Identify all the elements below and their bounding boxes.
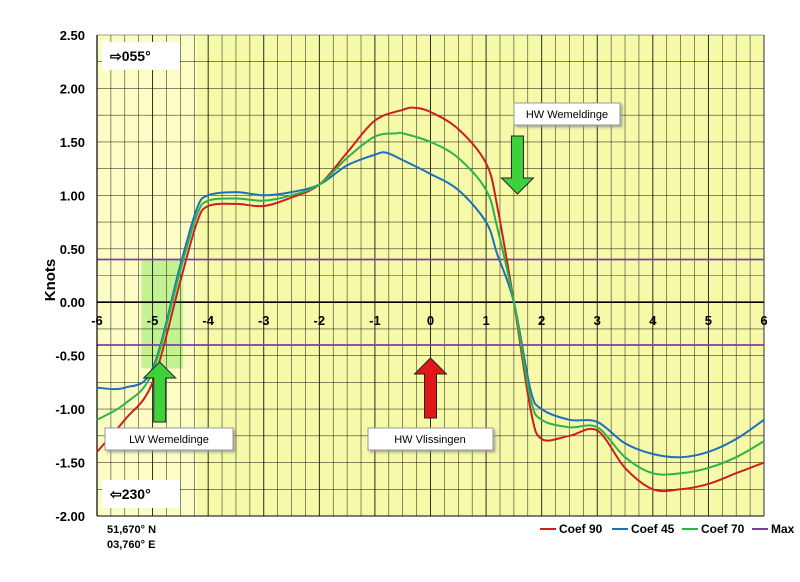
y-tick-label: -1.00 <box>55 402 85 417</box>
legend-label: Coef 70 <box>701 522 745 536</box>
legend-label: Coef 45 <box>631 522 675 536</box>
x-tick-label: -1 <box>369 313 381 328</box>
y-tick-label: 0.50 <box>60 242 85 257</box>
direction-box-up: ⇨055° <box>102 42 180 70</box>
axes <box>96 35 764 517</box>
x-tick-label: -4 <box>202 313 214 328</box>
y-tick-label: -0.50 <box>55 349 85 364</box>
x-tick-label: -3 <box>258 313 270 328</box>
direction-box-down: ⇦230° <box>102 480 180 508</box>
direction-up-text: ⇨055° <box>110 48 151 64</box>
series-line-coef-45 <box>96 151 765 459</box>
x-tick-label: 2 <box>538 313 545 328</box>
label-hw-vlissingen <box>367 427 494 451</box>
label-hw-wemeldinge-text: HW Wemeldinge <box>526 109 608 121</box>
arrow-hw-wemeldinge <box>500 135 535 195</box>
legend-label: Max <box>771 522 795 536</box>
series-line-coef-70 <box>96 131 765 476</box>
arrows <box>142 135 535 423</box>
x-tick-label: -6 <box>91 313 103 328</box>
y-tick-label: -1.50 <box>55 456 85 471</box>
coordinate-longitude: 03,760° E <box>107 539 155 551</box>
x-tick-label: 4 <box>649 313 657 328</box>
series-line-coef-90 <box>96 106 765 493</box>
x-tick-label: -2 <box>314 313 326 328</box>
y-tick-label: -2.00 <box>55 509 85 524</box>
x-tick-label: 6 <box>760 313 767 328</box>
label-hw-wemeldinge <box>513 102 621 126</box>
legend-label: Coef 90 <box>559 522 603 536</box>
x-tick-label: -5 <box>147 313 159 328</box>
x-tick-label: 0 <box>427 313 434 328</box>
x-tick-label: 3 <box>594 313 601 328</box>
label-lw-wemeldinge-text: LW Wemeldinge <box>129 434 209 446</box>
label-hw-vlissingen-text: HW Vlissingen <box>394 434 466 446</box>
y-tick-label: 2.50 <box>60 28 85 43</box>
y-tick-label: 1.50 <box>60 135 85 150</box>
y-tick-label: 1.00 <box>60 188 85 203</box>
y-tick-label: 2.00 <box>60 81 85 96</box>
coordinate-latitude: 51,670° N <box>107 524 156 536</box>
direction-down-text: ⇦230° <box>109 486 151 502</box>
x-tick-label: 1 <box>482 313 489 328</box>
arrow-hw-vlissingen <box>413 357 448 419</box>
max-lines <box>97 258 764 346</box>
x-tick-labels: -6 -5 -4 -3 -2 -1 0 1 2 3 4 5 6 <box>91 313 767 328</box>
x-tick-label: 5 <box>705 313 712 328</box>
y-tick-label: 0.00 <box>60 295 85 310</box>
y-axis-label: Knots <box>42 259 59 302</box>
arrow-lw-wemeldinge <box>142 361 177 423</box>
legend: Coef 90 Coef 45 Coef 70 Max <box>540 522 795 536</box>
label-lw-wemeldinge <box>104 427 234 451</box>
series-lines <box>96 106 765 493</box>
y-tick-labels: 2.50 2.00 1.50 1.00 0.50 0.00 -0.50 -1.00 -1.50 -… <box>55 28 85 524</box>
